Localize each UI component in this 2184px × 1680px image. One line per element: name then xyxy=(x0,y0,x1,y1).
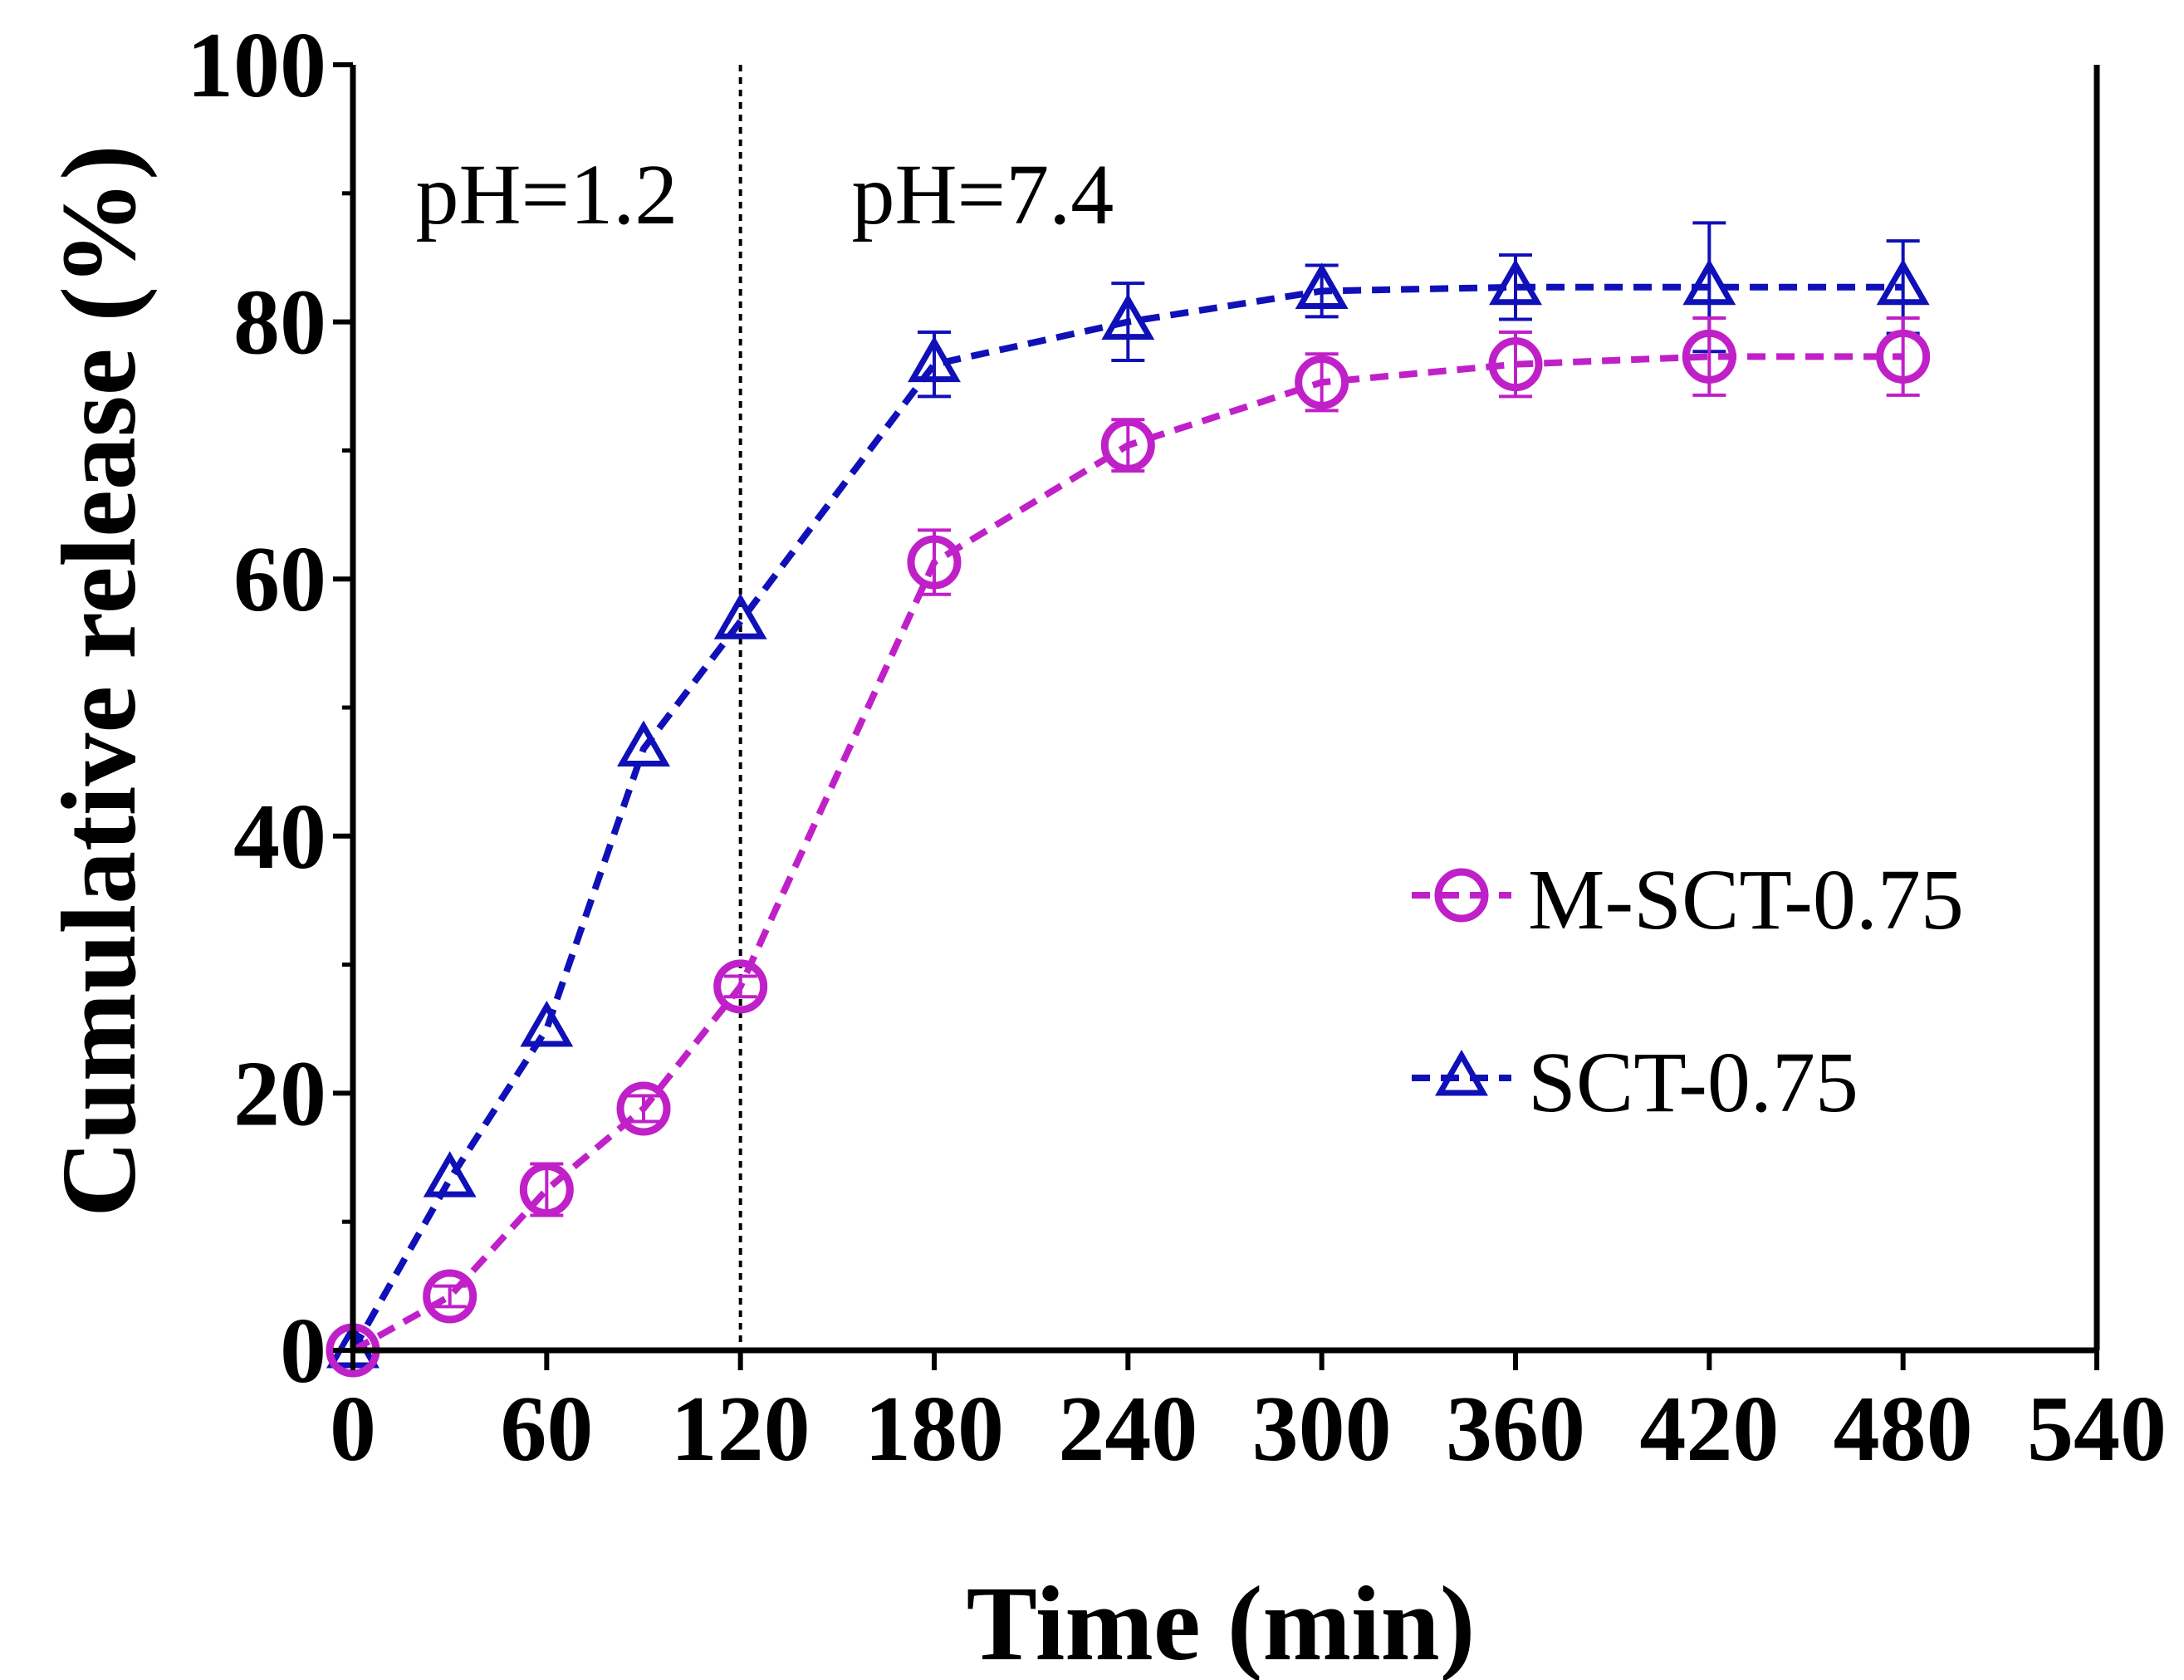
y-tick-label: 100 xyxy=(187,14,326,117)
y-tick-label: 0 xyxy=(280,1300,326,1403)
legend-label-sct: SCT-0.75 xyxy=(1528,1035,1858,1130)
data-point xyxy=(1876,329,1931,384)
data-point xyxy=(907,535,962,590)
series-m-sct xyxy=(326,316,1931,1378)
data-point xyxy=(1682,258,1736,306)
legend: M-SCT-0.75 SCT-0.75 xyxy=(1412,852,1964,1130)
legend-marker xyxy=(1435,1049,1488,1096)
axes: 0 60 120 180 240 300 360 420 480 540 0 20 40 60 80 100 xyxy=(187,14,2167,1481)
legend-label-m-sct: M-SCT-0.75 xyxy=(1528,852,1964,948)
series-line xyxy=(350,283,1903,1352)
data-point xyxy=(713,593,767,639)
ph-acidic-annotation: pH=1.2 xyxy=(415,147,678,242)
data-point xyxy=(1488,337,1543,392)
data-point xyxy=(908,336,961,383)
x-tick-label: 180 xyxy=(864,1378,1004,1481)
ph-neutral-annotation: pH=7.4 xyxy=(851,147,1114,242)
legend-marker xyxy=(1434,868,1489,923)
x-tick-label: 540 xyxy=(2027,1378,2167,1481)
x-tick-label: 360 xyxy=(1446,1378,1585,1481)
legend-marks xyxy=(1412,868,1511,1096)
data-point xyxy=(617,720,670,767)
x-tick-label: 0 xyxy=(330,1378,376,1481)
y-axis-title: Cumulative release (%) xyxy=(40,144,158,1217)
data-point xyxy=(616,1081,671,1136)
data-point xyxy=(423,1269,477,1324)
data-point xyxy=(519,1163,574,1217)
data-point xyxy=(1876,258,1930,306)
x-tick-label: 240 xyxy=(1058,1378,1197,1481)
data-point xyxy=(1489,258,1542,306)
x-tick-label: 420 xyxy=(1639,1378,1779,1481)
x-tick-label: 480 xyxy=(1834,1378,1973,1481)
x-tick-label: 120 xyxy=(671,1378,810,1481)
data-point xyxy=(713,959,768,1014)
y-tick-label: 60 xyxy=(233,528,326,631)
y-tick-label: 80 xyxy=(233,272,326,375)
data-point xyxy=(1682,329,1736,384)
data-point xyxy=(1100,418,1155,473)
y-tick-label: 20 xyxy=(233,1042,326,1145)
data-point xyxy=(423,1151,477,1198)
x-tick-label: 60 xyxy=(500,1378,593,1481)
data-point xyxy=(1295,355,1349,409)
data-point xyxy=(1101,293,1155,340)
y-tick-label: 40 xyxy=(233,786,326,889)
data-point xyxy=(520,1000,574,1047)
data-point xyxy=(1295,262,1349,309)
x-axis-title: Time (min) xyxy=(967,1565,1476,1680)
plot-marks xyxy=(326,65,1931,1378)
x-tick-label: 300 xyxy=(1252,1378,1392,1481)
